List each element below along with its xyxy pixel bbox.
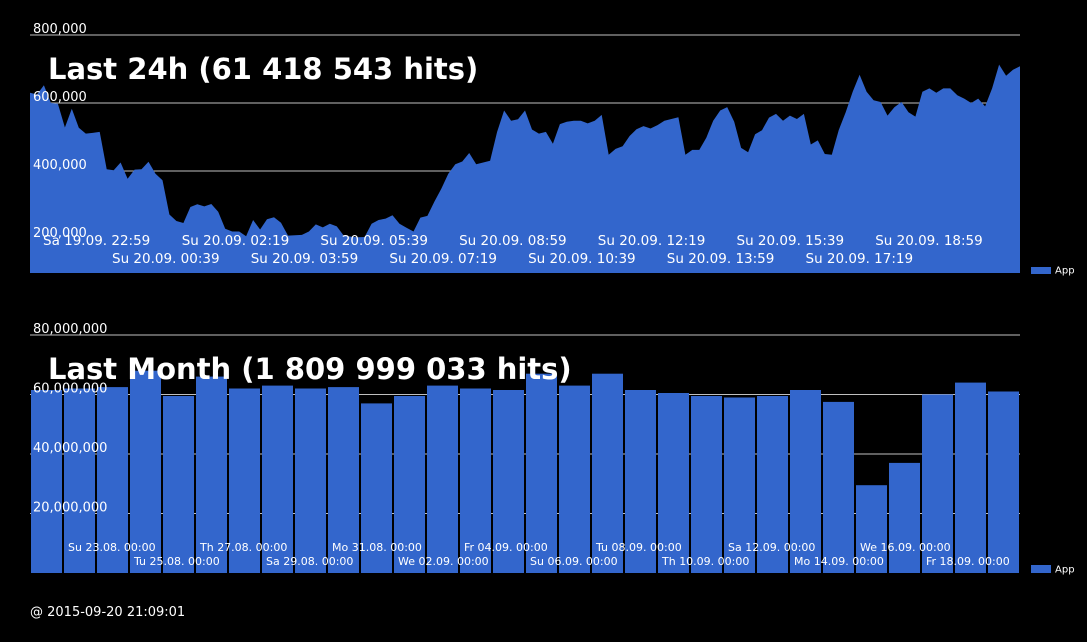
y-tick-label: 200,000	[33, 226, 87, 241]
bar	[955, 382, 986, 573]
x-tick-label: Tu 25.08. 00:00	[133, 555, 220, 568]
legend-label: App	[1055, 266, 1075, 277]
y-axis-tick-labels: 200,000 400,000 600,000 800,000	[33, 22, 87, 241]
bar	[460, 388, 491, 573]
chart-gridlines	[30, 334, 1020, 514]
chart-panel-last-24h: 200,000 400,000 600,000 800,000 Sa 19.09. 2…	[30, 22, 1075, 277]
x-tick-label: We 02.09. 00:00	[398, 555, 489, 568]
bar	[691, 396, 722, 573]
bar	[592, 373, 623, 573]
bar	[790, 390, 821, 573]
x-tick-label: Su 20.09. 00:39	[112, 251, 220, 267]
y-axis-tick-labels: 20,000,000 40,000,000 60,000,000 80,000,000	[33, 322, 107, 516]
generated-timestamp: @ 2015-09-20 21:09:01	[30, 605, 186, 620]
chart-panel-last-month: 20,000,000 40,000,000 60,000,000 80,000,000…	[30, 322, 1075, 576]
y-tick-label: 400,000	[33, 158, 87, 173]
x-tick-label: Su 20.09. 17:19	[806, 251, 914, 267]
bar	[31, 390, 62, 573]
x-tick-label: Su 20.09. 18:59	[875, 233, 983, 249]
bar-series-app	[31, 370, 1019, 573]
x-tick-label: We 16.09. 00:00	[860, 541, 951, 554]
bar	[493, 390, 524, 573]
x-tick-label: Su 20.09. 10:39	[528, 251, 636, 267]
x-tick-label: Sa 12.09. 00:00	[728, 541, 815, 554]
x-tick-label: Sa 29.08. 00:00	[266, 555, 353, 568]
bar	[724, 397, 755, 573]
bar	[922, 394, 953, 573]
bar	[64, 388, 95, 573]
bar	[394, 396, 425, 573]
bar	[427, 385, 458, 573]
chart-legend: App	[1031, 565, 1075, 576]
chart-title: Last 24h (61 418 543 hits)	[48, 52, 478, 86]
bar	[130, 370, 161, 573]
x-tick-label: Su 20.09. 08:59	[459, 233, 567, 249]
bar	[625, 390, 656, 573]
bar	[328, 387, 359, 573]
y-tick-label: 40,000,000	[33, 441, 107, 456]
bar	[658, 393, 689, 573]
bar	[295, 388, 326, 573]
bar	[856, 485, 887, 573]
bar	[97, 387, 128, 573]
y-tick-label: 60,000,000	[33, 382, 107, 397]
x-tick-label: Tu 08.09. 00:00	[595, 541, 682, 554]
y-tick-label: 600,000	[33, 90, 87, 105]
x-tick-label: Su 20.09. 13:59	[667, 251, 775, 267]
bar	[559, 385, 590, 573]
x-tick-label: Mo 14.09. 00:00	[794, 555, 884, 568]
x-axis-tick-labels: Su 23.08. 00:00 Th 27.08. 00:00 Mo 31.08. …	[68, 541, 1010, 568]
x-axis-tick-labels: Sa 19.09. 22:59 Su 20.09. 02:19 Su 20.09. …	[43, 233, 983, 267]
x-tick-label: Su 06.09. 00:00	[530, 555, 618, 568]
x-tick-label: Su 20.09. 15:39	[737, 233, 845, 249]
x-tick-label: Sa 19.09. 22:59	[43, 233, 150, 249]
bar	[526, 373, 557, 573]
bar	[889, 462, 920, 573]
bar	[163, 396, 194, 573]
y-tick-label: 80,000,000	[33, 322, 107, 337]
bar	[262, 385, 293, 573]
chart-legend: App	[1031, 266, 1075, 277]
bar	[229, 388, 260, 573]
y-tick-label: 800,000	[33, 22, 87, 37]
area-series-app	[30, 64, 1020, 273]
legend-label: App	[1055, 565, 1075, 576]
x-tick-label: Fr 04.09. 00:00	[464, 541, 548, 554]
bar	[988, 391, 1019, 573]
x-tick-label: Th 10.09. 00:00	[661, 555, 749, 568]
bar	[823, 401, 854, 573]
chart-title: Last Month (1 809 999 033 hits)	[48, 352, 572, 386]
x-tick-label: Su 23.08. 00:00	[68, 541, 156, 554]
bar	[361, 403, 392, 573]
x-tick-label: Su 20.09. 05:39	[320, 233, 428, 249]
y-tick-label: 20,000,000	[33, 501, 107, 516]
x-tick-label: Su 20.09. 03:59	[251, 251, 359, 267]
x-tick-label: Su 20.09. 12:19	[598, 233, 706, 249]
x-tick-label: Su 20.09. 02:19	[182, 233, 290, 249]
x-tick-label: Su 20.09. 07:19	[389, 251, 497, 267]
bar	[757, 396, 788, 573]
x-tick-label: Fr 18.09. 00:00	[926, 555, 1010, 568]
x-tick-label: Mo 31.08. 00:00	[332, 541, 422, 554]
bar	[196, 376, 227, 573]
x-tick-label: Th 27.08. 00:00	[199, 541, 287, 554]
legend-swatch	[1031, 267, 1051, 274]
legend-swatch	[1031, 565, 1051, 573]
